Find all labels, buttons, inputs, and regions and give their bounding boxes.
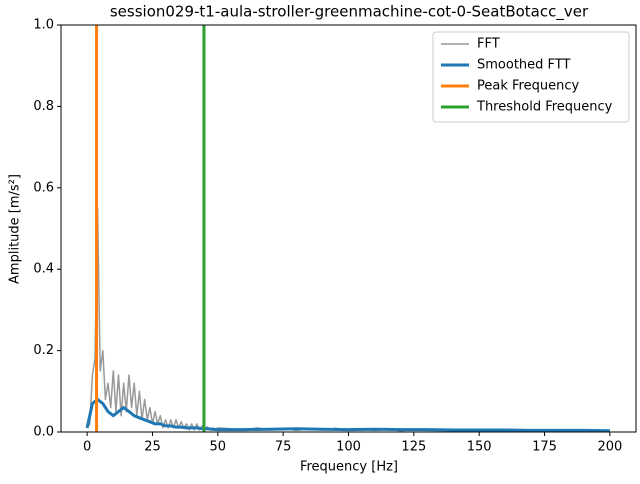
y-tick-label: 0.6 bbox=[33, 180, 54, 195]
y-tick-label: 1.0 bbox=[33, 18, 54, 33]
series-line bbox=[85, 397, 610, 433]
legend-box bbox=[432, 31, 630, 123]
x-tick-label: 75 bbox=[275, 440, 292, 455]
y-tick-label: 0.8 bbox=[33, 99, 54, 114]
legend-label: FFT bbox=[477, 37, 500, 52]
x-tick-label: 175 bbox=[532, 440, 557, 455]
legend-label: Peak Frequency bbox=[477, 79, 579, 94]
x-tick-label: 25 bbox=[144, 440, 161, 455]
y-tick-label: 0.4 bbox=[33, 262, 54, 277]
series-line bbox=[86, 207, 610, 432]
legend-label: Smoothed FTT bbox=[477, 58, 571, 73]
x-tick-label: 50 bbox=[210, 440, 227, 455]
legend-label: Threshold Frequency bbox=[476, 100, 613, 115]
x-tick-label: 200 bbox=[597, 440, 622, 455]
x-tick-label: 0 bbox=[83, 440, 91, 455]
x-tick-label: 100 bbox=[336, 440, 361, 455]
x-tick-label: 150 bbox=[467, 440, 492, 455]
y-tick-label: 0.2 bbox=[33, 343, 54, 358]
chart-title: session029-t1-aula-stroller-greenmachine… bbox=[110, 3, 589, 22]
plot-frame bbox=[60, 24, 637, 433]
y-axis-label: Amplitude [m/s²] bbox=[8, 174, 23, 284]
y-tick-label: 0.0 bbox=[33, 425, 54, 440]
x-axis-label: Frequency [Hz] bbox=[300, 460, 398, 475]
x-tick-label: 125 bbox=[401, 440, 426, 455]
